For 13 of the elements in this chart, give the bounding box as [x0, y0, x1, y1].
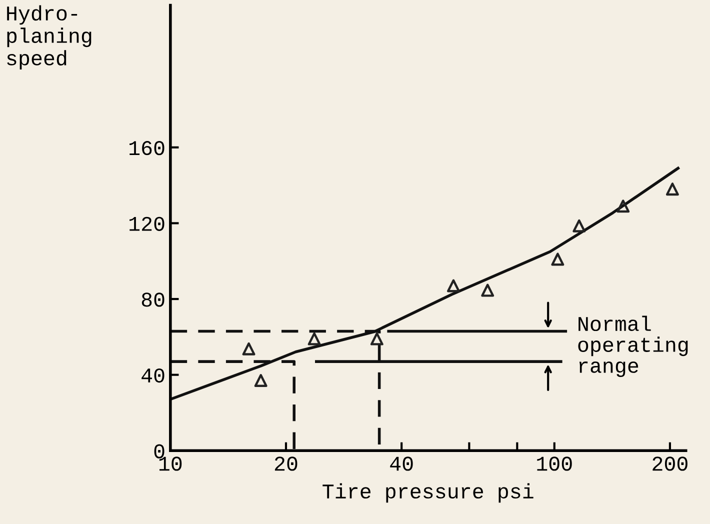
y-tick-label: 120 [130, 216, 164, 231]
y-tick-label: 0 [154, 444, 164, 458]
x-tick-label: 40 [390, 456, 413, 471]
annotation: Normal operating range [578, 316, 688, 378]
x-tick-label: 20 [274, 456, 298, 471]
x-axis-title: Tire pressure psi [322, 483, 534, 503]
y-tick-label: 80 [142, 292, 164, 307]
x-tick-label: 200 [652, 456, 688, 471]
y-axis-title: Hydro- planing speed [7, 5, 92, 70]
y-tick-label: 40 [142, 368, 164, 383]
x-tick-label: 100 [537, 456, 572, 471]
x-tick-label: 10 [159, 456, 182, 471]
y-tick-label: 160 [130, 141, 164, 156]
